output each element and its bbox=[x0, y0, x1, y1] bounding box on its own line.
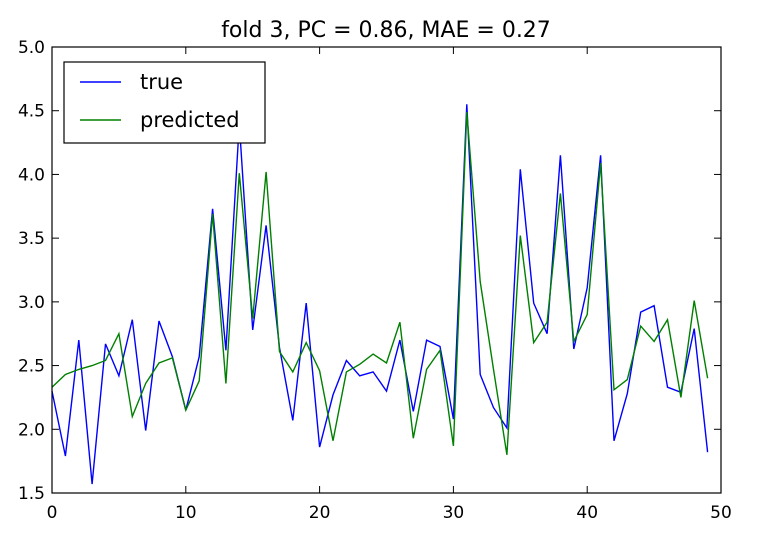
y-tick-label: 4.0 bbox=[18, 165, 45, 185]
x-tick-label: 20 bbox=[309, 503, 331, 523]
plot-frame bbox=[51, 46, 722, 494]
series-layer bbox=[51, 104, 709, 485]
y-tick-label: 3.5 bbox=[18, 229, 45, 249]
series-line-predicted bbox=[51, 111, 709, 455]
x-tick-label: 10 bbox=[175, 503, 197, 523]
x-tick-label: 50 bbox=[710, 503, 732, 523]
series-line-true bbox=[51, 104, 709, 485]
chart-title: fold 3, PC = 0.86, MAE = 0.27 bbox=[221, 18, 551, 43]
y-tick-label: 5.0 bbox=[18, 38, 45, 58]
y-tick-label: 4.5 bbox=[18, 102, 45, 122]
y-tick-label: 1.5 bbox=[18, 484, 45, 504]
axes-layer: 0 10 20 30 40 50 1.5 2.0 2.5 3.0 3.5 4.0 4.5 5.0 bbox=[18, 38, 732, 523]
y-tick-label: 2.0 bbox=[18, 420, 45, 440]
legend-box bbox=[63, 61, 266, 144]
y-tick-label: 3.0 bbox=[18, 293, 45, 313]
x-tick-label: 30 bbox=[443, 503, 465, 523]
legend: true predicted bbox=[63, 61, 266, 144]
y-tick-label: 2.5 bbox=[18, 357, 45, 377]
x-tick-label: 0 bbox=[47, 503, 58, 523]
legend-label: true bbox=[140, 70, 183, 94]
legend-label: predicted bbox=[140, 108, 240, 132]
x-tick-label: 40 bbox=[576, 503, 598, 523]
